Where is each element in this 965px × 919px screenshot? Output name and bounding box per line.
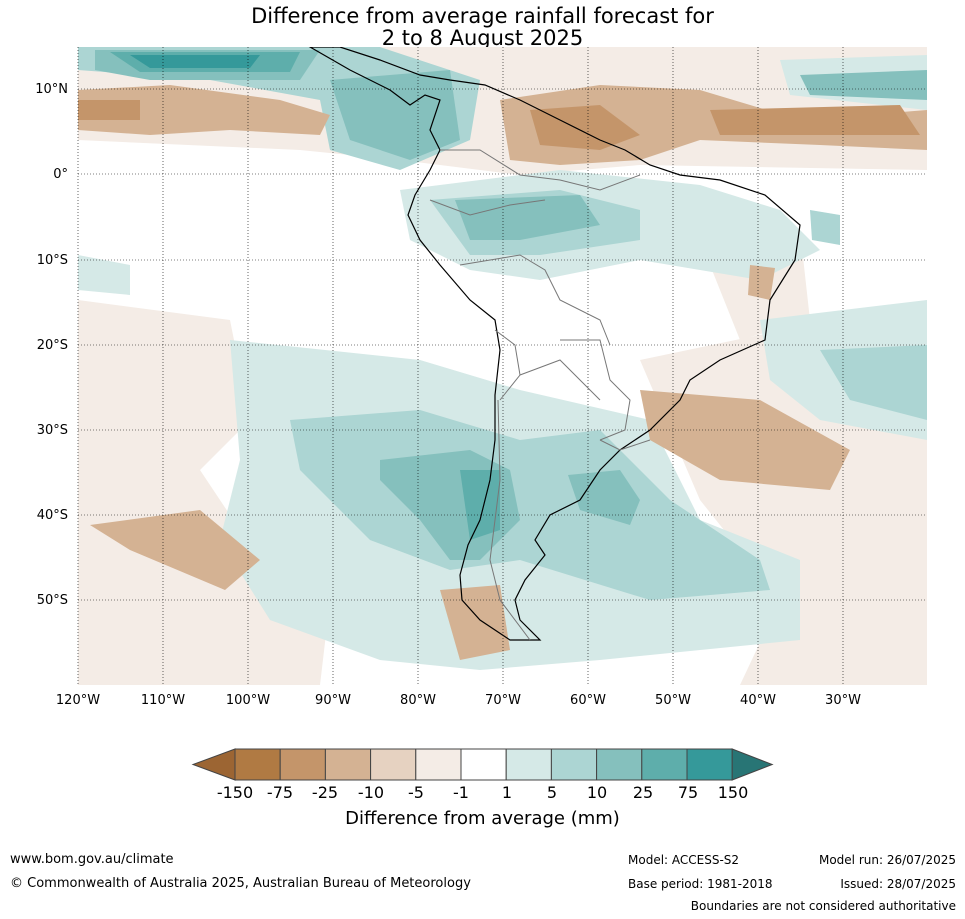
colorbar-title: Difference from average (mm): [345, 808, 620, 829]
footer-issued: Issued: 28/07/2025: [840, 877, 956, 891]
colorbar-label: 1: [501, 783, 513, 802]
lon-label-100w: 100°W: [225, 693, 271, 708]
colorbar-extend-low: [191, 748, 236, 781]
colorbar-swatch: [324, 748, 372, 781]
lon-label-30w: 30°W: [825, 693, 861, 708]
lon-label-70w: 70°W: [485, 693, 521, 708]
graticule: [77, 47, 927, 685]
lon-label-90w: 90°W: [315, 693, 351, 708]
colorbar-swatch: [279, 748, 326, 781]
colorbar-label: -25: [311, 783, 339, 802]
country-borders: [429, 149, 651, 641]
lon-label-40w: 40°W: [740, 693, 776, 708]
map-title-line2: 2 to 8 August 2025: [381, 26, 584, 50]
lat-label-30s: 30°S: [36, 423, 68, 438]
south-america-coastline: [308, 47, 801, 641]
colorbar-label: -75: [266, 783, 294, 802]
colorbar-label: -5: [408, 783, 424, 802]
colorbar-label: 10: [586, 783, 608, 802]
rainfall-anomaly-shading: [78, 47, 927, 685]
colorbar-extend-high: [731, 748, 774, 781]
footer-base-period: Base period: 1981-2018: [628, 877, 773, 891]
colorbar-swatch: [460, 748, 507, 781]
map-title-line1: Difference from average rainfall forecas…: [251, 4, 714, 28]
footer-model-run: Model run: 26/07/2025: [818, 853, 956, 867]
footer-disclaimer: Boundaries are not considered authoritat…: [690, 899, 956, 913]
footer-url: www.bom.gov.au/climate: [10, 852, 174, 867]
lat-label-10s: 10°S: [36, 253, 68, 268]
colorbar-swatch: [370, 748, 417, 781]
colorbar-label: 75: [677, 783, 699, 802]
footer-copyright: © Commonwealth of Australia 2025, Austra…: [10, 876, 471, 891]
colorbar-label: 5: [546, 783, 558, 802]
lat-label-40s: 40°S: [36, 508, 68, 523]
colorbar-label: 150: [717, 783, 749, 802]
colorbar-swatch: [596, 748, 643, 781]
colorbar-label: -1: [453, 783, 469, 802]
lon-label-110w: 110°W: [140, 693, 186, 708]
colorbar-swatch: [550, 748, 598, 781]
colorbar-label: 25: [632, 783, 654, 802]
colorbar-swatch: [686, 748, 733, 781]
lon-label-120w: 120°W: [55, 693, 101, 708]
colorbar-swatch: [641, 748, 688, 781]
colorbar-swatch: [505, 748, 552, 781]
lat-label-50s: 50°S: [36, 593, 68, 608]
lat-label-0: 0°: [53, 167, 68, 182]
lat-label-10n: 10°N: [35, 82, 68, 97]
colorbar-label: -150: [216, 783, 254, 802]
lon-label-80w: 80°W: [400, 693, 436, 708]
lat-label-20s: 20°S: [36, 338, 68, 353]
lon-label-60w: 60°W: [570, 693, 606, 708]
lon-label-50w: 50°W: [655, 693, 691, 708]
footer-model: Model: ACCESS-S2: [628, 853, 740, 867]
colorbar-swatch: [234, 748, 281, 781]
colorbar-swatch: [415, 748, 462, 781]
colorbar-label: -10: [357, 783, 385, 802]
